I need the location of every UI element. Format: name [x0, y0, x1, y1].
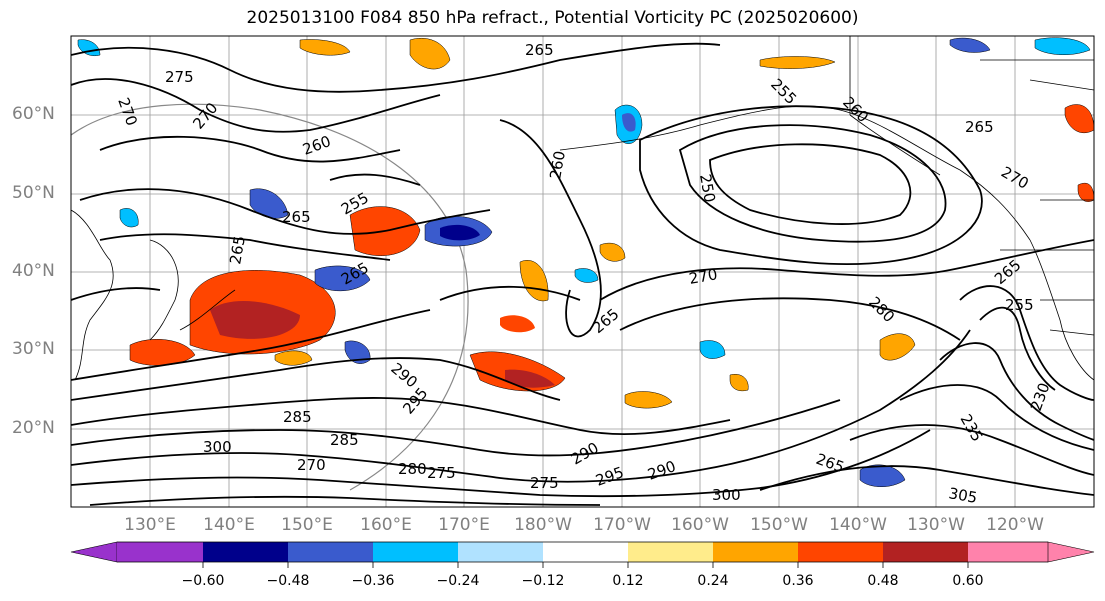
lon-label: 150°E [281, 515, 333, 535]
contour-label: 300 [712, 486, 741, 504]
lon-label: 170°E [438, 515, 490, 535]
lon-label: 140°W [829, 515, 887, 535]
colorbar-tick-label: 0.12 [612, 573, 644, 589]
gridlines [71, 36, 1094, 507]
colorbar-segment [968, 542, 1048, 562]
contour-label: 255 [1005, 296, 1034, 314]
colorbar-segment [203, 542, 288, 562]
colorbar-tick-label: 0.48 [867, 573, 899, 589]
colorbar-tick-label: 0.60 [952, 573, 984, 589]
contour-label: 275 [530, 474, 559, 492]
colorbar-segment [798, 542, 883, 562]
lat-label: 50°N [12, 183, 55, 203]
colorbar-tick-label: −0.12 [521, 573, 565, 589]
contour-label: 305 [947, 484, 978, 507]
contour-label: 265 [226, 234, 249, 265]
colorbar-tick-label: 0.24 [697, 573, 729, 589]
colorbar-segment [288, 542, 373, 562]
range-circle [71, 103, 469, 491]
lon-label: 130°W [907, 515, 965, 535]
lon-label: 120°W [986, 515, 1044, 535]
colorbar-segment [70, 541, 118, 563]
colorbar-segment [628, 542, 713, 562]
refractivity-contours [71, 42, 1094, 506]
contour-label: 270 [688, 265, 719, 288]
colorbar-tick-label: −0.36 [351, 573, 395, 589]
lat-label: 20°N [12, 418, 55, 438]
contour-label: 275 [165, 68, 194, 86]
contour-label: 265 [282, 208, 311, 226]
colorbar-segment [373, 542, 458, 562]
colorbar-segment [883, 542, 968, 562]
map-title: 2025013100 F084 850 hPa refract., Potent… [246, 8, 859, 28]
lat-label: 60°N [12, 104, 55, 124]
lat-label: 30°N [12, 339, 55, 359]
contour-label: 265 [525, 41, 554, 59]
lon-label: 140°E [203, 515, 255, 535]
colorbar-tick-label: −0.24 [436, 573, 480, 589]
contour-label: 265 [965, 118, 994, 136]
colorbar-segment [458, 542, 543, 562]
contour-label: 285 [330, 431, 359, 449]
contour-label: 280 [398, 460, 427, 478]
lon-label: 160°E [360, 515, 412, 535]
colorbar-segment [1047, 541, 1095, 563]
lon-label: 130°E [124, 515, 176, 535]
colorbar [70, 541, 1095, 568]
colorbar-tick-label: −0.60 [181, 573, 225, 589]
contour-label: 285 [283, 408, 312, 426]
contour-label: 250 [696, 173, 719, 204]
lon-label: 170°W [593, 515, 651, 535]
colorbar-segment [713, 542, 798, 562]
contour-label: 275 [427, 464, 456, 482]
colorbar-segment [543, 542, 628, 562]
pv-shading [77, 37, 1094, 487]
lon-label: 160°W [671, 515, 729, 535]
colorbar-segment [117, 542, 203, 562]
contour-label: 270 [297, 456, 326, 474]
contour-label: 260 [546, 149, 569, 180]
colorbar-tick-label: −0.48 [266, 573, 310, 589]
lon-label: 150°W [750, 515, 808, 535]
lat-label: 40°N [12, 261, 55, 281]
contour-label: 300 [203, 438, 232, 456]
colorbar-tick-label: 0.36 [782, 573, 814, 589]
map-frame [70, 35, 1095, 508]
lon-label: 180°W [514, 515, 572, 535]
